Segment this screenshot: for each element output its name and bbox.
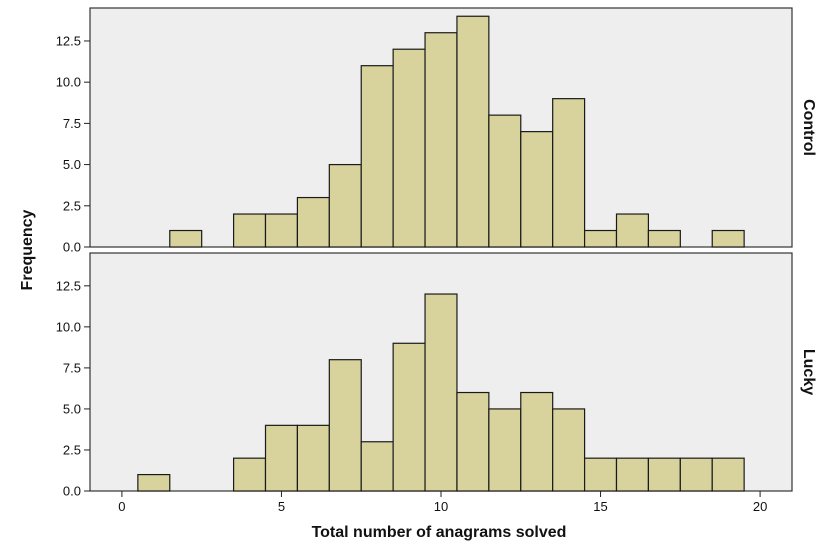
x-tick-label: 15 — [593, 499, 607, 514]
histogram-bar — [711, 457, 745, 492]
y-tick-label: 5.0 — [63, 157, 81, 172]
y-tick-label: 12.5 — [56, 33, 81, 48]
histogram-bar — [552, 408, 586, 492]
histogram-bar — [711, 229, 745, 248]
histogram-bar — [583, 457, 618, 492]
histogram-bar — [615, 213, 650, 248]
histogram-bar — [392, 342, 426, 492]
y-tick-label: 12.5 — [56, 278, 81, 293]
y-tick-label: 2.5 — [63, 442, 81, 457]
y-tick-label: 10.0 — [56, 319, 81, 334]
histogram-bar — [488, 408, 522, 492]
y-tick-label: 0.0 — [63, 240, 81, 255]
histogram-bar — [424, 293, 458, 492]
histogram-bar — [456, 15, 490, 248]
x-tick-label: 10 — [434, 499, 448, 514]
panel-label: Control — [800, 99, 817, 156]
histogram-bar — [264, 213, 299, 248]
x-tick-label: 0 — [118, 499, 125, 514]
panels-group: 0.0 2.5 5.0 7.5 10.0 12.5 Control 0.0 2.5 5.0 7.5 1… — [56, 7, 817, 514]
x-tick-label: 20 — [753, 499, 767, 514]
histogram-bar — [137, 473, 171, 492]
histogram-bar — [360, 441, 394, 492]
histogram-bar — [328, 359, 362, 492]
x-tick-label: 5 — [278, 499, 285, 514]
y-axis-title: Frequency — [19, 209, 36, 290]
panel-lucky: 0.0 2.5 5.0 7.5 10.0 12.5 Lucky — [56, 252, 817, 499]
histogram-bar — [296, 196, 330, 248]
histogram-bar — [488, 114, 522, 248]
y-tick-label: 0.0 — [63, 484, 81, 499]
histogram-bar — [392, 48, 426, 248]
histogram-bar — [647, 229, 681, 248]
histogram-bar — [615, 457, 650, 492]
histogram-bar — [552, 98, 586, 248]
panel-control: 0.0 2.5 5.0 7.5 10.0 12.5 Control — [56, 7, 817, 255]
histogram-bar — [360, 65, 394, 248]
x-axis-title: Total number of anagrams solved — [312, 524, 567, 541]
panel-label: Lucky — [800, 349, 817, 395]
y-tick-label: 5.0 — [63, 401, 81, 416]
y-tick-label: 7.5 — [63, 360, 81, 375]
y-tick-label: 2.5 — [63, 198, 81, 213]
histogram-bar — [679, 457, 713, 492]
y-tick-label: 7.5 — [63, 116, 81, 131]
histogram-bar — [583, 229, 618, 248]
histogram-bar — [520, 391, 554, 492]
histogram-bar — [232, 213, 267, 248]
histogram-bar — [296, 424, 330, 492]
histogram-bar — [520, 131, 554, 248]
histogram-bar — [647, 457, 681, 492]
histogram-bar — [424, 32, 458, 248]
histogram-bar — [232, 457, 267, 492]
histogram-bar — [328, 163, 362, 248]
histogram-bar — [456, 391, 490, 492]
y-tick-label: 10.0 — [56, 75, 81, 90]
histogram-bar — [169, 229, 203, 248]
histogram-bar — [264, 424, 299, 492]
